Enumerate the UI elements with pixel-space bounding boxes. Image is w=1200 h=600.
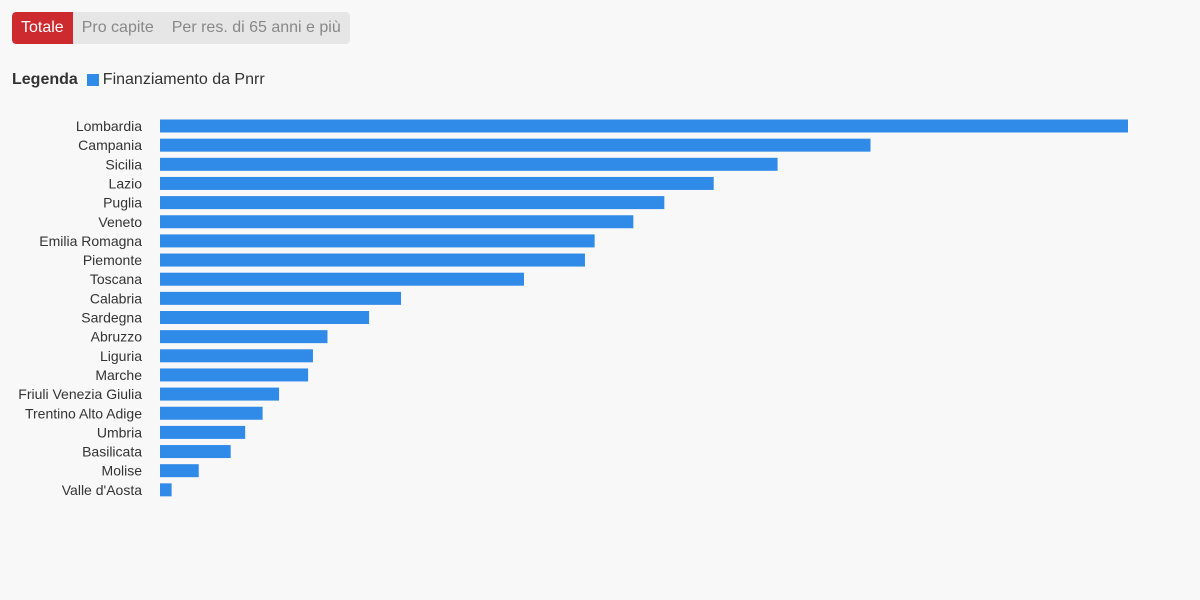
tab-per-residenti-65[interactable]: Per res. di 65 anni e più bbox=[171, 19, 341, 36]
category-label: Trentino Alto Adige bbox=[25, 405, 142, 421]
category-label: Campania bbox=[78, 137, 142, 153]
bar[interactable] bbox=[160, 425, 246, 439]
bar[interactable] bbox=[160, 272, 524, 286]
category-label: Puglia bbox=[103, 195, 142, 211]
legend: Legenda Finanziamento da Pnrr bbox=[12, 70, 265, 90]
category-label: Abruzzo bbox=[91, 329, 143, 345]
category-label: Calabria bbox=[90, 290, 142, 306]
category-label: Sicilia bbox=[105, 156, 142, 172]
bar[interactable] bbox=[160, 157, 778, 171]
category-label: Emilia Romagna bbox=[39, 233, 142, 249]
category-label: Marche bbox=[95, 367, 142, 383]
legend-swatch bbox=[86, 74, 99, 86]
bar[interactable] bbox=[160, 138, 871, 152]
category-label: Friuli Venezia Giulia bbox=[18, 386, 142, 402]
category-label: Lombardia bbox=[76, 118, 142, 134]
bar[interactable] bbox=[160, 368, 309, 382]
bar[interactable] bbox=[160, 234, 595, 248]
bar[interactable] bbox=[160, 119, 1128, 133]
tab-pro-capite[interactable]: Pro capite bbox=[81, 19, 154, 36]
category-label: Toscana bbox=[90, 271, 142, 287]
legend-series-label: Finanziamento da Pnrr bbox=[102, 71, 265, 88]
legend-title: Legenda bbox=[12, 71, 78, 88]
category-label: Valle d'Aosta bbox=[62, 482, 142, 498]
bar[interactable] bbox=[160, 253, 585, 267]
bar[interactable] bbox=[160, 196, 665, 210]
bar[interactable] bbox=[160, 445, 231, 459]
category-label: Molise bbox=[102, 463, 143, 479]
category-label: Lazio bbox=[109, 175, 143, 191]
category-label: Umbria bbox=[97, 424, 142, 440]
bar[interactable] bbox=[160, 483, 172, 497]
bar-chart: Lombardia Campania Sicilia Lazio Puglia Venet… bbox=[18, 118, 1128, 498]
bar[interactable] bbox=[160, 291, 402, 305]
category-label: Piemonte bbox=[83, 252, 142, 268]
bar[interactable] bbox=[160, 349, 313, 363]
bar[interactable] bbox=[160, 387, 280, 401]
bar[interactable] bbox=[160, 215, 634, 229]
bar[interactable] bbox=[160, 311, 370, 324]
category-label: Sardegna bbox=[81, 310, 142, 326]
view-tabs: Totale Pro capite Per res. di 65 anni e … bbox=[12, 12, 350, 44]
bar[interactable] bbox=[160, 464, 199, 478]
category-label: Veneto bbox=[98, 214, 142, 230]
bar[interactable] bbox=[160, 176, 714, 190]
category-label: Liguria bbox=[100, 348, 142, 364]
category-label: Basilicata bbox=[82, 444, 142, 460]
tab-totale[interactable]: Totale bbox=[12, 12, 73, 44]
bar[interactable] bbox=[160, 330, 328, 344]
bar[interactable] bbox=[160, 406, 263, 420]
